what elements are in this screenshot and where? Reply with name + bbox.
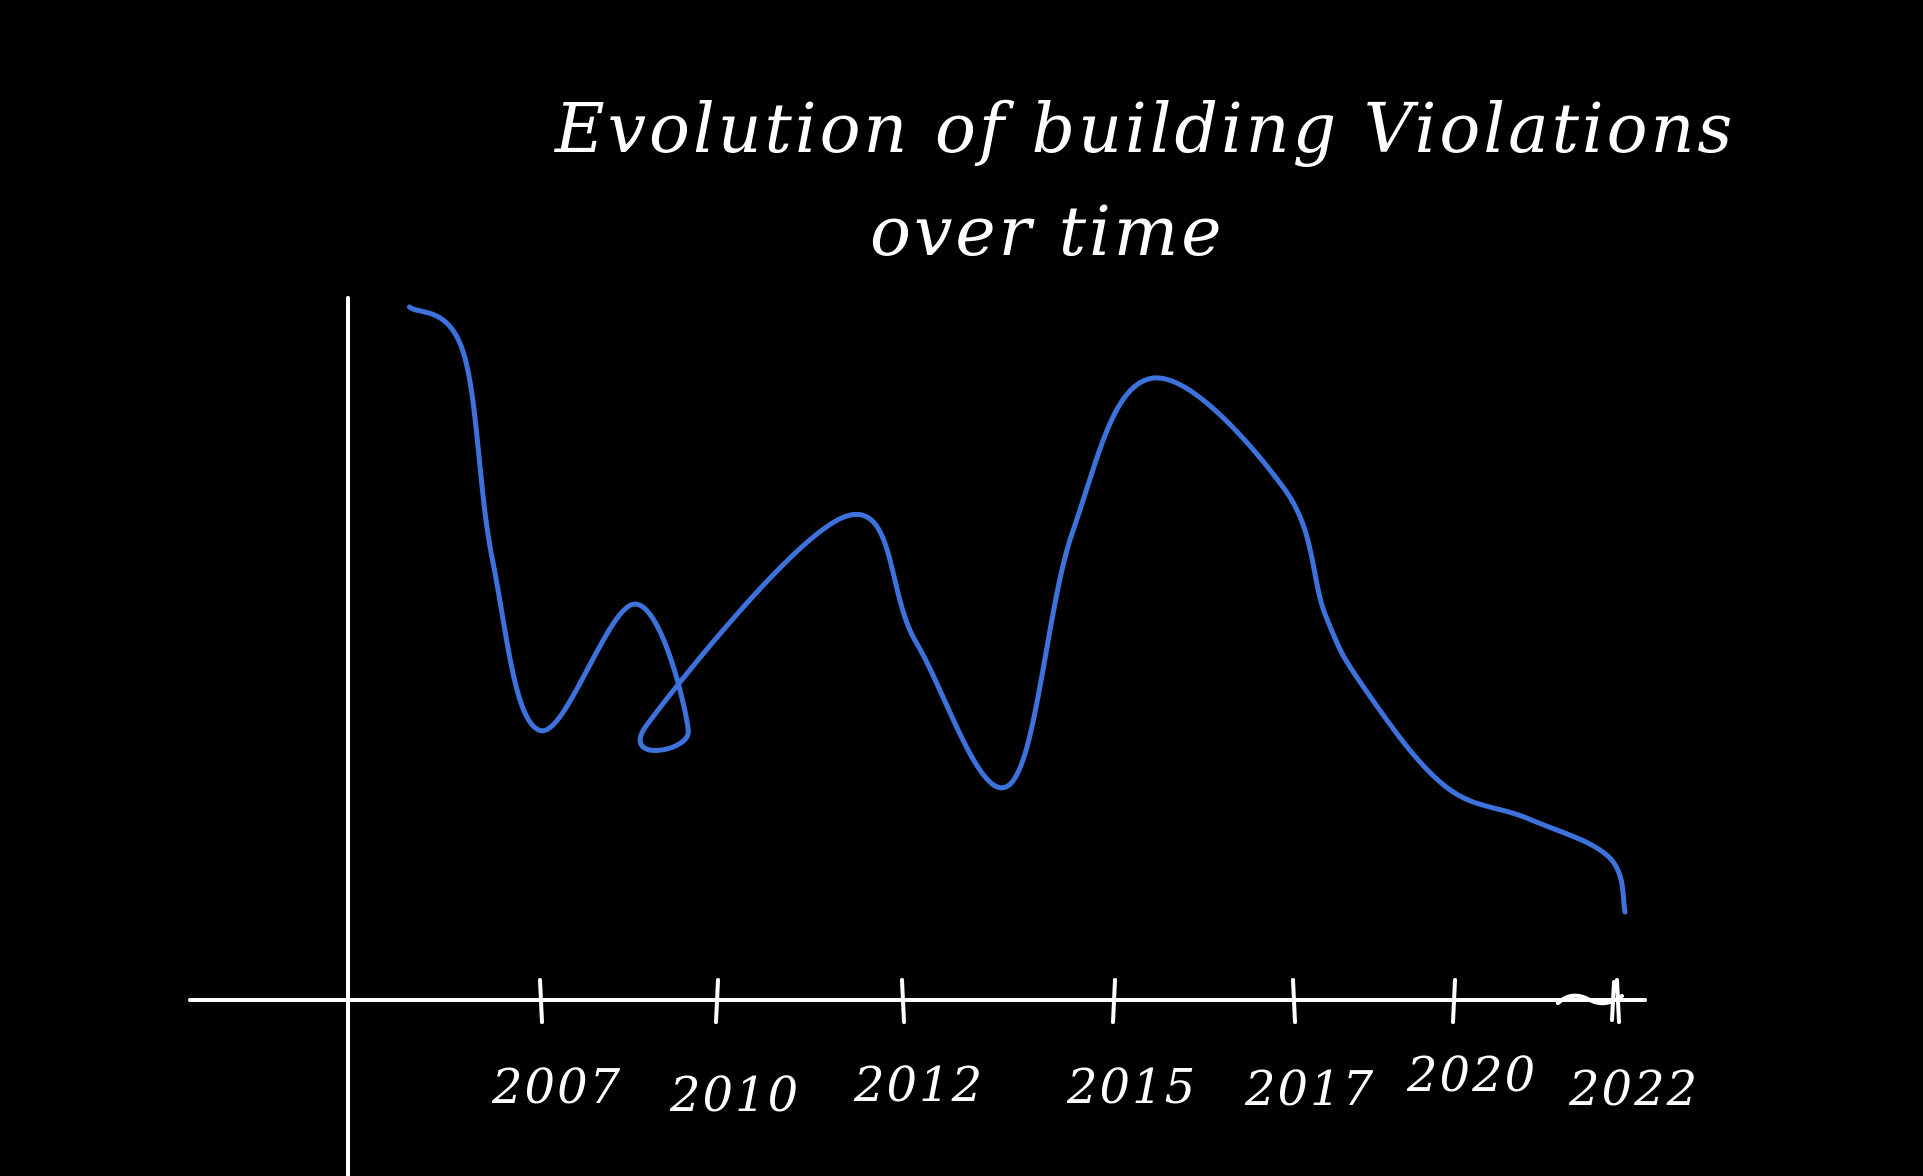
x-tick-mark (1615, 978, 1621, 1024)
x-tick-mark (1291, 978, 1297, 1024)
x-tick-mark (538, 978, 544, 1024)
x-tick-label-2007: 2007 (491, 1059, 622, 1115)
x-tick-label-2017: 2017 (1244, 1061, 1375, 1117)
x-tick-label-2020: 2020 (1406, 1047, 1537, 1103)
x-tick-marks (538, 978, 1621, 1024)
x-tick-mark (714, 978, 720, 1024)
x-tick-mark (1451, 978, 1457, 1024)
chart-title-line2: over time (870, 193, 1225, 272)
x-tick-label-2010: 2010 (669, 1067, 800, 1123)
x-axis-end-mark (1556, 980, 1624, 1022)
series-line (407, 304, 1628, 915)
x-tick-mark (1111, 978, 1117, 1024)
x-tick-label-2022: 2022 (1568, 1061, 1699, 1117)
x-tick-mark (900, 978, 906, 1024)
x-tick-label-2015: 2015 (1066, 1059, 1197, 1115)
chart-title-line1: Evolution of building Violations (553, 90, 1735, 169)
x-tick-labels: 2007 2010 2012 2015 2017 2020 2022 (491, 1047, 1699, 1123)
x-tick-label-2012: 2012 (853, 1057, 984, 1113)
